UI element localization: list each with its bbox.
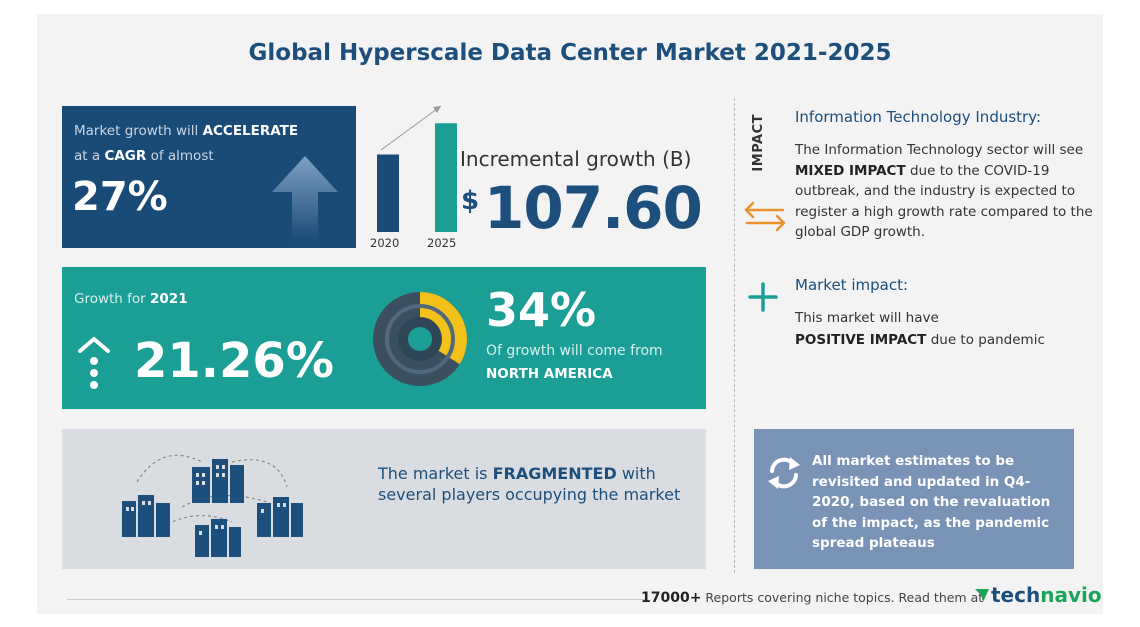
- it-industry-heading: Information Technology Industry:: [795, 108, 1042, 126]
- trend-line: [380, 105, 442, 151]
- incremental-value: 107.60: [484, 174, 703, 242]
- cagr-line-1: Market growth will ACCELERATE: [74, 123, 299, 139]
- impact-label: IMPACT: [751, 114, 766, 172]
- refresh-icon: [768, 457, 800, 489]
- region-name: NORTH AMERICA: [486, 366, 613, 382]
- growth-panel: Growth for 2021 21.26% 34% Of growth wil…: [62, 267, 706, 409]
- growth-value: 21.26%: [134, 333, 334, 389]
- region-donut-chart: [373, 292, 467, 386]
- cagr-value: 27%: [72, 174, 168, 220]
- positive-impact-plus-icon: [748, 282, 778, 312]
- bar-2020: [377, 154, 399, 232]
- region-caption: Of growth will come from: [486, 343, 663, 359]
- market-impact-body: This market will have POSITIVE IMPACT du…: [795, 310, 1045, 348]
- technavio-logo-mark-icon: [975, 589, 989, 602]
- buildings-icon: [122, 454, 303, 557]
- donut-center: [408, 327, 432, 351]
- footer-rule: [67, 599, 647, 600]
- growth-bars: 2020 2025: [367, 102, 457, 256]
- bar-label-2020: 2020: [370, 236, 400, 250]
- footer-text: 17000+ Reports covering niche topics. Re…: [641, 590, 984, 606]
- bar-2025: [435, 123, 457, 232]
- currency-symbol: $: [461, 186, 480, 216]
- page-title: Global Hyperscale Data Center Market 202…: [248, 40, 892, 66]
- revision-note-panel: All market estimates to be revisited and…: [754, 429, 1074, 569]
- cagr-panel: Market growth will ACCELERATE at a CAGR …: [62, 106, 356, 248]
- bar-chart: [377, 105, 457, 232]
- bar-label-2025: 2025: [427, 236, 457, 250]
- revision-note-text: All market estimates to be revisited and…: [812, 453, 1051, 551]
- trend-arrowhead-icon: [433, 106, 441, 113]
- impact-divider: [734, 98, 735, 573]
- fragmented-panel: The market is FRAGMENTED with several pl…: [62, 429, 706, 569]
- up-arrow-icon: [272, 156, 338, 242]
- region-percent: 34%: [486, 283, 597, 337]
- market-impact-heading: Market impact:: [795, 276, 909, 294]
- cagr-line-2: at a CAGR of almost: [74, 148, 214, 164]
- growth-signal-icon: [78, 337, 110, 389]
- growth-year-label: Growth for 2021: [74, 291, 188, 307]
- fragmented-text: The market is FRAGMENTED with several pl…: [378, 464, 681, 504]
- it-industry-body: The Information Technology sector will s…: [795, 142, 1093, 240]
- infographic: Global Hyperscale Data Center Market 202…: [37, 14, 1103, 614]
- report-count: 17000+: [641, 590, 702, 606]
- incremental-label: Incremental growth (B): [460, 147, 692, 171]
- technavio-logo[interactable]: technavio: [973, 583, 1102, 607]
- donut-ring: [385, 304, 455, 374]
- mixed-impact-arrows-icon: [744, 201, 786, 232]
